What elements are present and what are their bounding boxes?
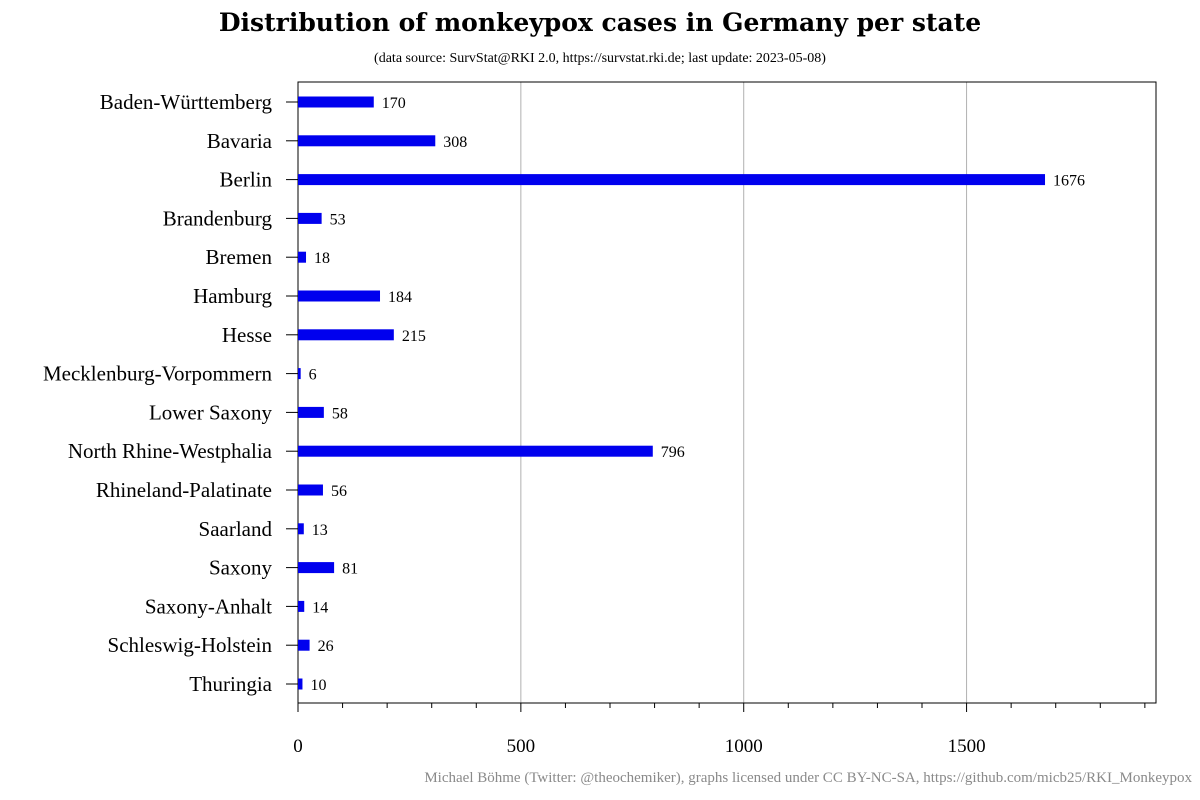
bar-value-label: 26 (318, 638, 334, 655)
y-category-label: Bremen (206, 245, 273, 269)
x-tick-label: 1500 (948, 736, 986, 757)
bar-value-label: 796 (661, 444, 685, 461)
bar (298, 484, 323, 496)
y-category-label: Berlin (220, 168, 273, 192)
bar (298, 600, 305, 612)
bar (298, 329, 394, 341)
y-category-label: Brandenburg (163, 206, 273, 230)
y-category-label: Lower Saxony (149, 400, 273, 424)
bar (298, 174, 1046, 186)
bar-value-label: 81 (342, 561, 358, 578)
y-category-label: Hesse (222, 323, 272, 347)
y-category-label: Schleswig-Holstein (108, 633, 273, 657)
chart-title: Distribution of monkeypox cases in Germa… (218, 8, 982, 37)
y-category-label: Saxony (209, 556, 273, 580)
footer-credits: Michael Böhme (Twitter: @theochemiker), … (424, 770, 1192, 786)
x-tick-label: 500 (507, 736, 536, 757)
bar-value-label: 10 (310, 677, 326, 694)
bar (298, 678, 303, 690)
bar-value-label: 56 (331, 483, 347, 500)
y-category-label: Saxony-Anhalt (145, 594, 272, 618)
bar (298, 523, 304, 535)
y-category-label: Mecklenburg-Vorpommern (43, 362, 273, 386)
bar-value-label: 13 (312, 522, 328, 539)
bar-value-label: 53 (330, 211, 346, 228)
bar (298, 96, 374, 108)
plot-frame (297, 81, 1157, 704)
bar (298, 251, 307, 263)
y-category-label: North Rhine-Westphalia (68, 439, 273, 463)
bar (298, 445, 653, 457)
bar (298, 135, 436, 147)
bar-value-label: 58 (332, 405, 348, 422)
chart-subtitle: (data source: SurvStat@RKI 2.0, https://… (374, 51, 826, 66)
x-tick-label: 0 (293, 736, 303, 757)
bar-value-label: 215 (402, 328, 426, 345)
bar-value-label: 14 (312, 599, 328, 616)
y-category-label: Rhineland-Palatinate (96, 478, 272, 502)
bar (298, 562, 335, 574)
x-tick-label: 1000 (725, 736, 763, 757)
bar (298, 406, 324, 418)
bar (298, 639, 310, 651)
y-category-label: Thuringia (189, 672, 272, 696)
y-category-label: Bavaria (207, 129, 273, 153)
y-category-label: Baden-Württemberg (100, 90, 273, 114)
bar-value-label: 6 (309, 367, 317, 384)
bar-value-label: 1676 (1053, 173, 1085, 190)
bar-value-label: 308 (443, 134, 467, 151)
bar (298, 212, 322, 224)
bar (298, 290, 381, 302)
bar-value-label: 170 (382, 95, 406, 112)
bar-value-label: 184 (388, 289, 412, 306)
y-category-label: Hamburg (193, 284, 272, 308)
bar-value-label: 18 (314, 250, 330, 267)
bar (298, 368, 301, 380)
y-category-label: Saarland (199, 517, 273, 541)
